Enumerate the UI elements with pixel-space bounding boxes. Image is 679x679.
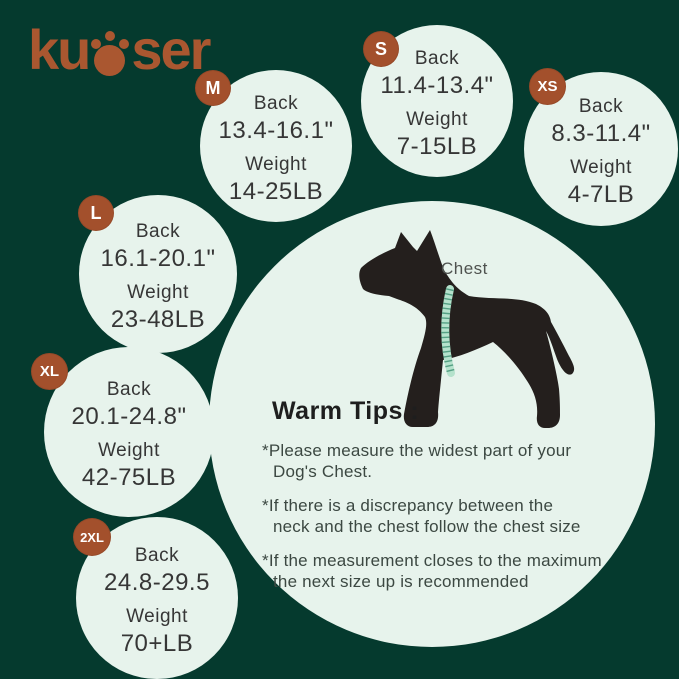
logo-text-left: ku <box>28 18 91 81</box>
weight-label: Weight <box>570 157 632 178</box>
size-badge-xl: XL <box>31 353 68 390</box>
size-badge-s: S <box>363 31 399 67</box>
info-circle: Chest Warm Tips : *Please measure the wi… <box>209 201 655 647</box>
logo-text-right: ser <box>131 18 211 81</box>
weight-label: Weight <box>127 282 189 303</box>
weight-range: 14-25LB <box>228 177 324 205</box>
warm-tip-2: *If there is a discrepancy between the n… <box>262 496 581 537</box>
weight-range: 23-48LB <box>110 305 206 333</box>
back-range: 24.8-29.5 <box>104 569 210 596</box>
weight-range: 70+LB <box>120 629 194 657</box>
back-label: Back <box>578 96 624 118</box>
size-badge-2xl: 2XL <box>73 518 111 556</box>
warm-tips-section: Warm Tips : *Please measure the widest p… <box>262 397 607 605</box>
size-circle-2xl: 2XL Back 24.8-29.5 Weight 70+LB <box>73 517 238 679</box>
size-circle-xl: XL Back 20.1-24.8" Weight 42-75LB <box>31 347 214 517</box>
back-range: 11.4-13.4" <box>380 72 494 99</box>
size-circle-m: M Back 13.4-16.1" Weight 14-25LB <box>195 70 352 222</box>
chest-measure-tape <box>441 285 455 377</box>
weight-label: Weight <box>126 606 188 627</box>
size-badge-l: L <box>78 195 114 231</box>
size-badge-m: M <box>195 70 231 106</box>
size-circle-s: S Back 11.4-13.4" Weight 7-15LB <box>361 25 513 177</box>
size-badge-xs: XS <box>529 68 566 105</box>
back-label: Back <box>106 379 152 401</box>
warm-tip-1: *Please measure the widest part of your … <box>262 441 572 482</box>
dog-silhouette <box>359 230 575 428</box>
weight-range: 4-7LB <box>567 180 635 208</box>
size-circle-l: L Back 16.1-20.1" Weight 23-48LB <box>78 195 237 353</box>
weight-label: Weight <box>406 109 468 130</box>
back-label: Back <box>253 93 299 115</box>
back-label: Back <box>414 48 460 70</box>
warm-tip-3: *If the measurement closes to the maximu… <box>262 551 602 592</box>
weight-label: Weight <box>98 440 160 461</box>
chest-label: Chest <box>441 259 488 278</box>
back-range: 16.1-20.1" <box>100 245 216 272</box>
size-circle-xs: XS Back 8.3-11.4" Weight 4-7LB <box>524 68 678 226</box>
weight-range: 7-15LB <box>396 132 478 160</box>
back-range: 8.3-11.4" <box>551 120 651 147</box>
paw-icon <box>91 30 130 78</box>
back-range: 13.4-16.1" <box>218 117 334 144</box>
weight-label: Weight <box>245 154 307 175</box>
back-label: Back <box>134 545 180 567</box>
brand-logo: ku ser <box>28 16 211 81</box>
back-label: Back <box>135 221 181 243</box>
warm-tips-heading: Warm Tips : <box>272 397 420 425</box>
back-range: 20.1-24.8" <box>71 403 187 430</box>
weight-range: 42-75LB <box>81 463 177 491</box>
